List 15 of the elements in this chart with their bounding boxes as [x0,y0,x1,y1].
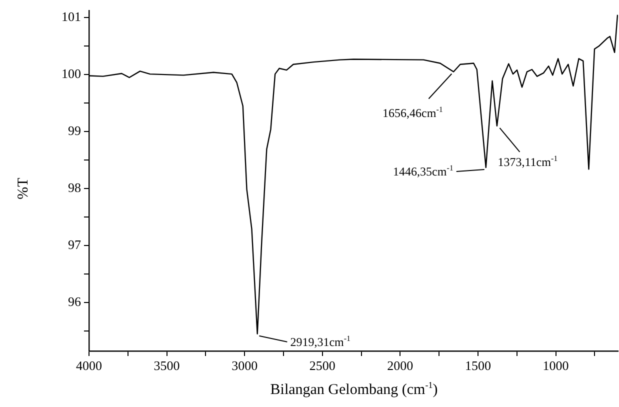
y-tick-label: 98 [68,180,81,196]
x-axis-title: Bilangan Gelombang (cm$^{-1}$) [269,380,439,399]
y-axis-title: %T [16,176,32,202]
x-tick-label: 3000 [232,358,258,374]
x-tick-label: 4000 [76,358,102,374]
y-tick-label: 97 [68,237,82,252]
x-tick-label: 3500 [154,358,180,374]
y-tick-label: 96 [68,294,82,309]
x-tick-label: 2000 [387,358,414,374]
x-tick-label: 1000 [542,358,569,374]
y-tick-label: 101 [62,9,81,24]
y-tick-label: 100 [62,66,81,82]
x-tick-label: 2500 [309,358,336,374]
y-tick-label: 99 [68,123,81,138]
x-tick-label: 1500 [464,358,491,374]
